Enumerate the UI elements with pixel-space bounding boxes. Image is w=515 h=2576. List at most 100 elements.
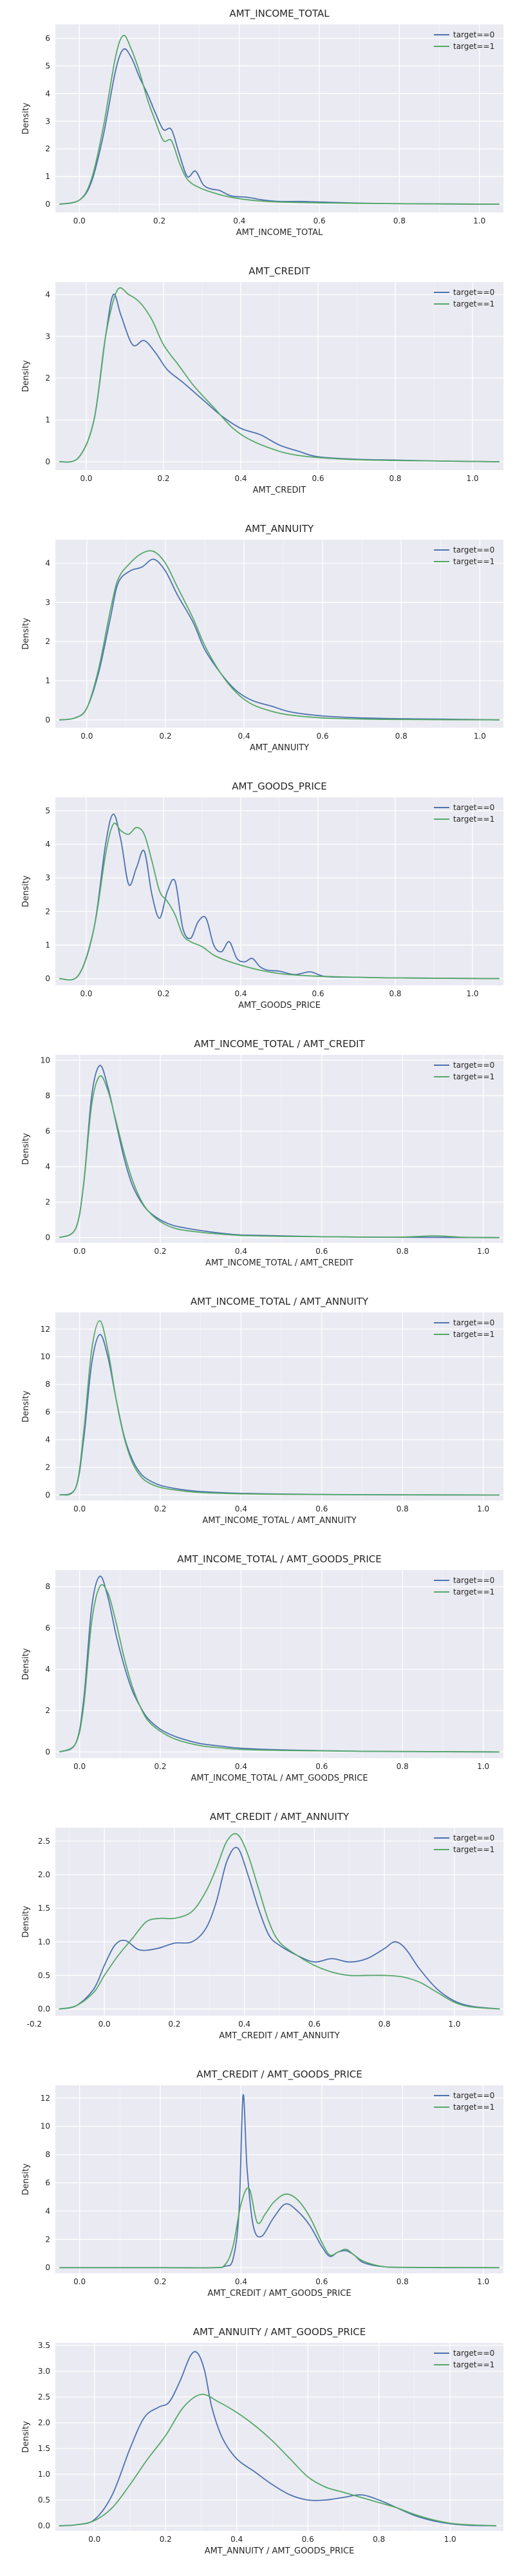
legend-label: target==1 (453, 1072, 494, 1081)
x-tick-label: 0.2 (157, 989, 169, 998)
chart-title: AMT_INCOME_TOTAL / AMT_ANNUITY (191, 1296, 369, 1308)
y-tick-label: 2 (45, 1198, 50, 1207)
chart-panel: AMT_INCOME_TOTAL / AMT_ANNUITY 0.0 0.2 0.4 0… (21, 1296, 503, 1526)
y-tick-label: 4 (45, 559, 50, 568)
x-tick-label: 0.0 (98, 2020, 111, 2029)
y-tick-label: 0.0 (38, 2521, 50, 2530)
x-tick-label: 0.8 (379, 2020, 391, 2029)
legend-label: target==0 (453, 2349, 494, 2358)
x-tick-label: 1.0 (444, 2535, 456, 2544)
x-tick-label: 0.8 (397, 1504, 409, 1513)
y-axis-label: Density (21, 360, 31, 392)
x-tick-label: 0.8 (397, 2277, 409, 2286)
series-line-target-1 (59, 550, 500, 721)
y-tick-label: 6 (45, 33, 50, 43)
legend-label: target==0 (453, 1833, 494, 1842)
series-line-target-1 (59, 2187, 500, 2269)
y-tick-label: 1.0 (38, 2470, 50, 2479)
x-axis-label: AMT_CREDIT / AMT_ANNUITY (219, 2031, 339, 2041)
x-tick-label: 0.6 (312, 989, 324, 998)
y-tick-label: 2 (45, 144, 50, 153)
y-tick-label: 3.0 (38, 2367, 50, 2376)
y-tick-label: 12 (41, 2094, 50, 2103)
x-tick-label: 0.6 (317, 732, 329, 741)
y-tick-label: 1.5 (38, 2444, 50, 2453)
chart-title: AMT_INCOME_TOTAL (229, 8, 330, 20)
x-tick-label: 0.8 (393, 216, 406, 225)
y-tick-label: 3.5 (38, 2341, 50, 2350)
x-tick-label: 1.0 (473, 216, 485, 225)
y-axis-label: Density (21, 1648, 31, 1680)
x-tick-label: 0.2 (153, 216, 165, 225)
x-tick-label: 1.0 (466, 989, 478, 998)
y-tick-label: 2.0 (38, 2418, 50, 2427)
y-tick-label: 4 (45, 290, 50, 299)
x-tick-label: 0.0 (73, 216, 86, 225)
chart-title: AMT_CREDIT / AMT_ANNUITY (210, 1811, 350, 1823)
legend-label: target==0 (453, 2091, 494, 2100)
y-tick-label: 6 (45, 1408, 50, 1417)
y-tick-label: 0.5 (38, 1971, 50, 1980)
y-tick-label: 0 (45, 200, 50, 209)
x-tick-label: 0.6 (314, 216, 326, 225)
chart-title: AMT_CREDIT / AMT_GOODS_PRICE (196, 2069, 362, 2081)
y-tick-label: 0 (45, 1233, 50, 1242)
y-tick-label: 1 (45, 940, 50, 949)
legend-label: target==0 (453, 803, 494, 812)
x-tick-label: 0.6 (315, 1762, 328, 1771)
y-tick-label: 1.0 (38, 1937, 50, 1946)
y-tick-label: 3 (45, 873, 50, 882)
x-tick-label: 0.4 (234, 989, 247, 998)
series-line-target-1 (59, 822, 500, 981)
y-tick-label: 0 (45, 715, 50, 724)
series-line-target-1 (59, 35, 500, 205)
plot-area (55, 1570, 503, 1758)
x-tick-label: 1.0 (466, 474, 478, 483)
x-tick-label: 0.2 (154, 1247, 166, 1256)
x-axis-label: AMT_CREDIT / AMT_GOODS_PRICE (207, 2289, 351, 2298)
x-tick-label: 1.0 (474, 732, 486, 741)
legend-label: target==1 (453, 2103, 494, 2112)
chart-panel: AMT_CREDIT 0.0 0.2 0.4 0.6 0.8 1.0 0 1 2 3 4 AMT_CRE… (21, 265, 503, 495)
x-tick-label: 0.0 (80, 989, 92, 998)
x-axis-label: AMT_ANNUITY / AMT_GOODS_PRICE (205, 2546, 355, 2556)
y-tick-label: 8 (45, 1582, 50, 1591)
y-tick-label: 8 (45, 1380, 50, 1389)
y-axis-label: Density (21, 1390, 31, 1423)
y-tick-label: 2.5 (38, 2392, 50, 2401)
x-tick-label: 0.2 (160, 2535, 172, 2544)
plot-area (55, 1055, 503, 1243)
series-line-target-1 (59, 287, 500, 463)
series-line-target-1 (59, 1584, 500, 1753)
chart-title: AMT_INCOME_TOTAL / AMT_GOODS_PRICE (177, 1553, 381, 1566)
y-tick-label: 0 (45, 2263, 50, 2272)
x-tick-label: 0.0 (80, 474, 92, 483)
y-tick-label: 5 (45, 806, 50, 815)
x-axis-label: AMT_INCOME_TOTAL (236, 228, 323, 238)
x-tick-label: 0.8 (397, 1247, 409, 1256)
x-axis-label: AMT_ANNUITY (250, 743, 309, 753)
y-tick-label: 2 (45, 907, 50, 916)
x-tick-label: 1.0 (477, 2277, 489, 2286)
legend-label: target==1 (453, 1330, 494, 1339)
chart-panel: AMT_ANNUITY 0.0 0.2 0.4 0.6 0.8 1.0 0 1 2 3 4 AMT_AN… (21, 523, 503, 753)
y-axis-label: Density (21, 1133, 31, 1165)
y-tick-label: 3 (45, 598, 50, 607)
x-axis-label: AMT_INCOME_TOTAL / AMT_CREDIT (205, 1258, 353, 1268)
x-tick-label: 0.6 (308, 2020, 321, 2029)
x-tick-label: 0.4 (235, 1762, 247, 1771)
x-tick-label: 0.0 (73, 1762, 86, 1771)
x-tick-label: 0.6 (302, 2535, 314, 2544)
y-tick-label: 0.5 (38, 2496, 50, 2505)
y-axis-label: Density (21, 1906, 31, 1938)
series-line-target-0 (59, 1846, 500, 2010)
y-tick-label: 5 (45, 61, 50, 70)
x-axis-label: AMT_GOODS_PRICE (238, 1001, 321, 1010)
y-tick-label: 6 (45, 1624, 50, 1633)
y-tick-label: 6 (45, 2178, 50, 2187)
y-tick-label: 0 (45, 1747, 50, 1756)
plot-area (55, 2085, 503, 2273)
chart-title: AMT_ANNUITY (245, 523, 314, 535)
chart-panel: AMT_INCOME_TOTAL 0.0 0.2 0.4 0.6 0.8 1.0 0 1 2 3 4 5… (21, 8, 503, 238)
